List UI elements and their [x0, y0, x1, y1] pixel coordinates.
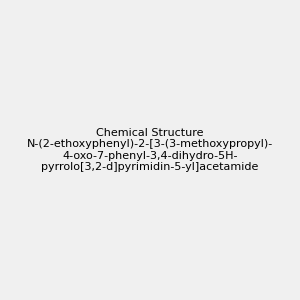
Text: Chemical Structure
N-(2-ethoxyphenyl)-2-[3-(3-methoxypropyl)-
4-oxo-7-phenyl-3,4: Chemical Structure N-(2-ethoxyphenyl)-2-…	[27, 128, 273, 172]
